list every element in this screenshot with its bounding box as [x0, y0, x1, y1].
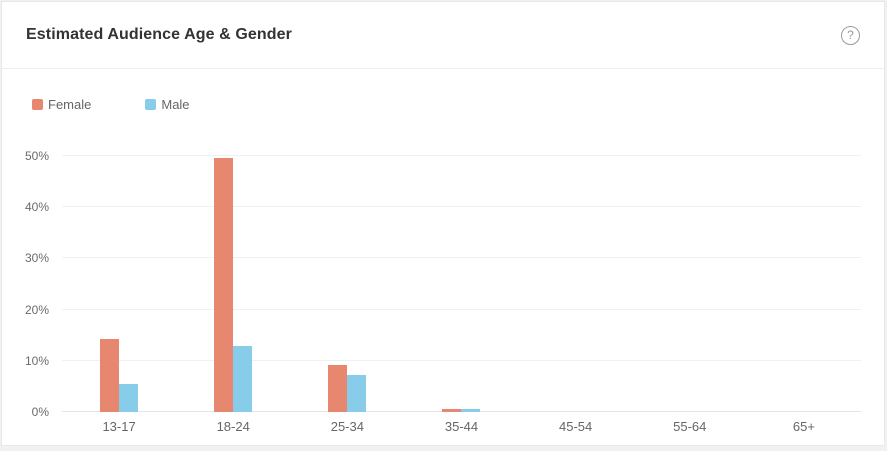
- bar-male-25-34[interactable]: [347, 374, 367, 412]
- x-tick-label-45-54: 45-54: [559, 419, 593, 434]
- y-tick-label: 0%: [31, 405, 49, 419]
- y-tick-label: 30%: [24, 251, 49, 266]
- bar-group-55-64: [633, 156, 747, 412]
- gridline: [62, 308, 861, 310]
- card-title: Estimated Audience Age & Gender: [26, 26, 292, 43]
- bar-female-35-44[interactable]: [442, 409, 462, 412]
- card-header: Estimated Audience Age & Gender ?: [2, 2, 884, 69]
- gridline: [62, 155, 861, 156]
- y-tick-label: 40%: [24, 200, 49, 215]
- x-axis-labels: 13-17 18-24 25-34 35-44 45-54 55-64 65+: [62, 419, 861, 434]
- bar-female-13-17[interactable]: [100, 338, 120, 412]
- gridline: [62, 359, 861, 361]
- bar-male-13-17[interactable]: [119, 383, 139, 412]
- x-tick-label-55-64: 55-64: [673, 419, 707, 434]
- bar-group-35-44: [404, 156, 518, 412]
- legend-label: Female: [48, 96, 92, 112]
- bar-male-18-24[interactable]: [233, 346, 253, 412]
- y-tick-label: 50%: [24, 149, 49, 163]
- x-tick-label-35-44: 35-44: [444, 419, 479, 434]
- help-icon[interactable]: ?: [841, 25, 860, 45]
- bar-group-25-34: [290, 156, 404, 412]
- gridline: [62, 257, 861, 259]
- legend-label: Male: [161, 96, 190, 112]
- x-tick-label-25-34: 25-34: [330, 419, 364, 434]
- legend-swatch-female: [32, 98, 43, 110]
- bar-group-65+: [747, 156, 861, 412]
- bar-group-18-24: [176, 156, 290, 412]
- bar-group-45-54: [519, 156, 633, 412]
- gridline: [62, 206, 861, 208]
- age-gender-bar-chart: 0% 10% 20% 30% 40% 50%: [25, 149, 861, 419]
- bar-female-18-24[interactable]: [214, 158, 234, 412]
- y-tick-label: 20%: [24, 302, 49, 317]
- bar-group-13-17: [62, 156, 176, 412]
- x-tick-label-18-24: 18-24: [216, 419, 250, 434]
- y-tick-label: 10%: [24, 353, 49, 368]
- x-tick-label-13-17: 13-17: [102, 419, 136, 434]
- legend-swatch-male: [145, 98, 157, 110]
- bar-groups: [62, 156, 861, 412]
- chart-legend: Female Male: [32, 96, 884, 112]
- bar-female-25-34[interactable]: [328, 364, 348, 412]
- x-tick-label-65+: 65+: [792, 419, 815, 434]
- legend-item-male[interactable]: Male: [145, 96, 190, 112]
- legend-item-female[interactable]: Female: [32, 97, 91, 112]
- bar-male-35-44[interactable]: [461, 409, 481, 412]
